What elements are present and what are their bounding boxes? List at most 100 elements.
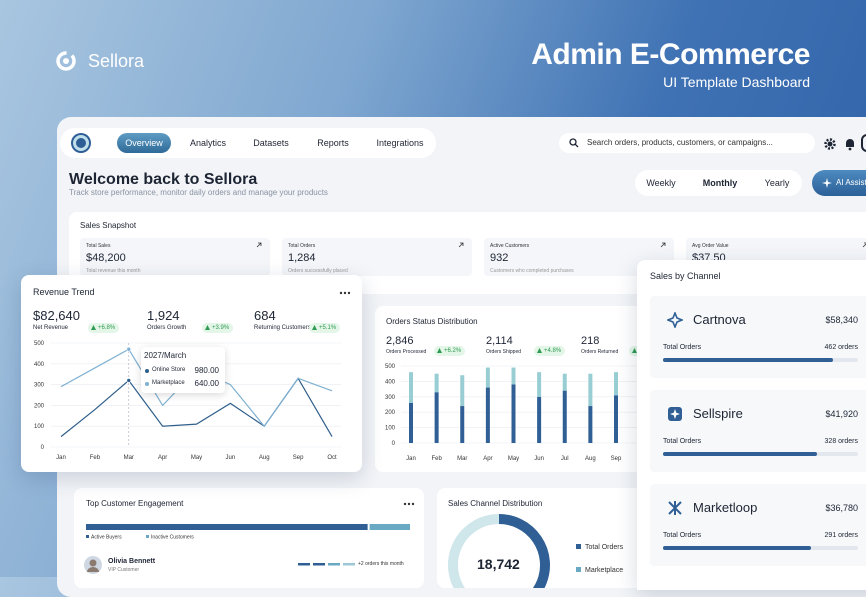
period-tab[interactable]: Yearly xyxy=(764,178,790,188)
channel-icon xyxy=(668,407,682,421)
brand-name: Sellora xyxy=(88,51,145,71)
orders-label: Total Orders xyxy=(663,344,702,351)
donut-segment xyxy=(498,514,550,588)
engagement-chart: Active Buyers Inactive Customers xyxy=(86,524,410,541)
engagement-segment xyxy=(86,524,368,530)
stat-label: Returning Customers xyxy=(254,325,311,331)
legend-swatch xyxy=(146,535,149,538)
tooltip-value: 640.00 xyxy=(194,379,219,388)
nav-item[interactable]: Integrations xyxy=(376,138,424,148)
stat-value: 1,924 xyxy=(147,308,180,323)
open-link-icon[interactable] xyxy=(256,242,262,248)
tooltip-title: 2027/March xyxy=(144,351,187,360)
search-box[interactable] xyxy=(559,133,815,153)
y-tick-label: 400 xyxy=(385,379,396,385)
stat-value: 2,846 xyxy=(386,335,414,347)
customer-note: +2 orders this month xyxy=(358,561,404,567)
donut-segment xyxy=(448,514,500,588)
period-tabs xyxy=(635,170,802,196)
x-tick-label: Mar xyxy=(457,456,467,462)
y-tick-label: 0 xyxy=(392,441,396,447)
ai-button[interactable] xyxy=(812,170,866,196)
customer-avatar xyxy=(84,556,102,574)
nav-logo xyxy=(71,133,91,153)
channel-card xyxy=(650,390,866,472)
change-badge: +3.9% xyxy=(202,323,234,333)
channel-amount: $58,340 xyxy=(825,315,858,325)
snapshot-label: Total Sales xyxy=(86,243,111,249)
nav-item[interactable]: Analytics xyxy=(189,138,226,148)
x-tick-label: Jul xyxy=(561,456,569,462)
settings-icon[interactable] xyxy=(823,137,837,151)
x-tick-label: Jun xyxy=(534,456,544,462)
search-icon xyxy=(569,138,579,148)
progress-bar xyxy=(663,452,818,456)
nav-active[interactable] xyxy=(117,133,171,153)
period-tab[interactable]: Weekly xyxy=(646,178,676,188)
legend-swatch xyxy=(576,544,581,549)
bar-segment xyxy=(537,372,542,397)
stat-value: $82,640 xyxy=(33,308,80,323)
snapshot-value: 1,284 xyxy=(288,252,316,264)
orders-status-title: Orders Status Distribution xyxy=(386,317,478,326)
stat-value: 684 xyxy=(254,308,276,323)
welcome-title: Welcome back to Sellora xyxy=(69,171,258,188)
up-arrow xyxy=(312,325,317,330)
snapshot-label: Avg Order Value xyxy=(692,243,729,249)
hero-subtitle: UI Template Dashboard xyxy=(663,74,810,90)
legend-label: Active Buyers xyxy=(91,535,122,541)
legend-label: Marketplace xyxy=(585,567,623,574)
tooltip-series: Marketplace xyxy=(152,380,185,386)
stat-label: Orders Processed xyxy=(386,349,427,355)
donut-chart: Total Orders Marketplace xyxy=(448,514,624,588)
period-tab[interactable]: Monthly xyxy=(702,178,738,188)
up-arrow xyxy=(537,348,542,353)
revenue-trend-title: Revenue Trend xyxy=(33,287,95,297)
revenue-trend-card: Revenue Trend $82,640 Net Revenue +6.8% 1,9… xyxy=(21,275,362,472)
legend-swatch xyxy=(576,567,581,572)
y-tick-label: 300 xyxy=(34,383,45,389)
progress-bar xyxy=(663,546,812,550)
x-tick-label: Jan xyxy=(56,455,66,461)
tooltip-value: 980.00 xyxy=(194,366,219,375)
channel-icon xyxy=(667,312,683,328)
nav-item[interactable]: Overview xyxy=(125,138,163,148)
snapshot-note: Customers who completed purchases xyxy=(490,268,574,274)
x-tick-label: Apr xyxy=(483,456,492,462)
snapshot-card xyxy=(282,238,472,276)
stat-label: Orders Shipped xyxy=(486,349,522,355)
engagement-segment xyxy=(369,524,410,530)
open-link-icon[interactable] xyxy=(660,242,666,248)
x-tick-label: Aug xyxy=(585,456,596,462)
y-tick-label: 100 xyxy=(385,426,396,432)
avatar[interactable] xyxy=(861,134,866,152)
x-tick-label: May xyxy=(508,456,519,462)
orders-status-card: Orders Status Distribution 2,846 Orders P… xyxy=(375,306,661,472)
channel-card xyxy=(650,296,866,378)
bar-segment xyxy=(409,372,413,403)
channel-name: Cartnova xyxy=(693,312,746,327)
tooltip-series: Online Store xyxy=(152,367,186,373)
snapshot-note: Orders successfully placed xyxy=(288,268,348,274)
open-link-icon[interactable] xyxy=(862,242,866,248)
orders-value: 291 orders xyxy=(824,532,858,539)
notification-icon[interactable] xyxy=(844,137,856,151)
nav-item[interactable]: Reports xyxy=(317,138,349,148)
sales-by-channel-title: Sales by Channel xyxy=(650,271,721,281)
y-tick-label: 100 xyxy=(34,424,45,430)
bar-segment xyxy=(614,372,618,396)
up-arrow xyxy=(632,348,637,353)
y-tick-label: 500 xyxy=(34,341,45,347)
bar-segment xyxy=(588,406,593,443)
nav-item[interactable]: Datasets xyxy=(253,138,289,148)
engagement-card: Top Customer Engagement Active Buyers Ina… xyxy=(74,488,424,588)
open-link-icon[interactable] xyxy=(458,242,464,248)
snapshot-card xyxy=(80,238,270,276)
customer-name: Olivia Bennett xyxy=(108,558,156,565)
menu-icon[interactable] xyxy=(339,291,351,295)
bar-segment xyxy=(460,406,465,443)
x-tick-label: Jan xyxy=(406,456,416,462)
x-tick-label: Aug xyxy=(259,455,270,461)
menu-icon[interactable] xyxy=(403,502,415,506)
